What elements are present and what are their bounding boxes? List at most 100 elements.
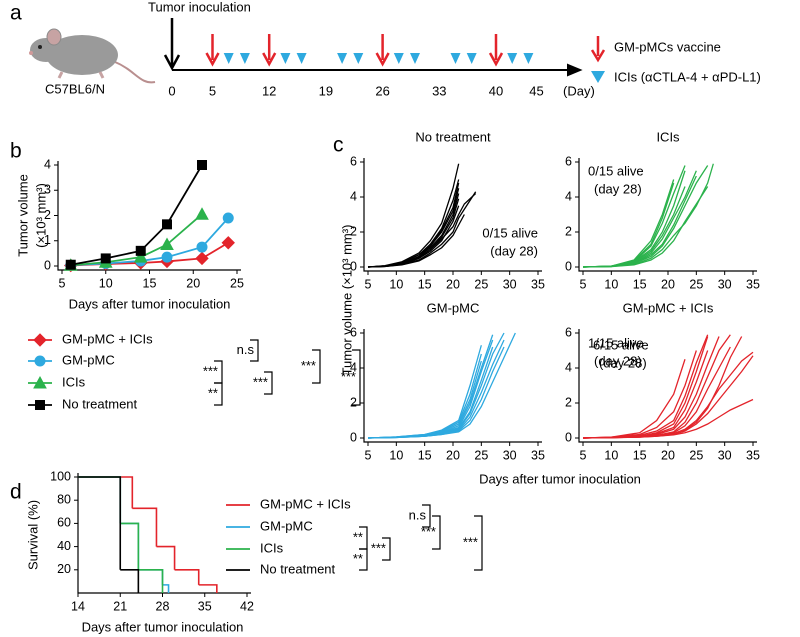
inoculation-arrow <box>163 18 181 71</box>
marker <box>222 212 234 224</box>
x-tick-label: 10 <box>389 277 403 291</box>
ici-triangle <box>450 53 461 64</box>
survival-step <box>78 476 122 524</box>
y-tick-label: 0 <box>350 430 357 444</box>
x-tick-label: 15 <box>143 276 157 290</box>
legend-label: ICIs <box>260 540 284 555</box>
significance-bracket <box>422 504 431 528</box>
y-tick-label: 2 <box>565 224 572 238</box>
y-tick-label: 60 <box>57 516 71 530</box>
legend-vaccine-arrow <box>590 36 606 63</box>
survival-step <box>162 584 170 593</box>
x-tick-label: 20 <box>446 448 460 462</box>
legend-label: GM-pMCs vaccine <box>614 39 721 54</box>
series-line <box>582 186 686 268</box>
x-tick-label: 35 <box>531 448 545 462</box>
series-line <box>582 398 754 439</box>
panel-label: d <box>10 481 22 504</box>
significance-label: *** <box>341 369 356 384</box>
vaccine-arrow <box>375 34 390 67</box>
survival-step <box>198 584 218 593</box>
timeline-axis <box>172 63 583 77</box>
timeline-tick-label: 5 <box>209 83 216 98</box>
legend-label: No treatment <box>62 396 138 411</box>
timeline-tick-label: 45 <box>529 83 543 98</box>
significance-label: *** <box>253 374 268 389</box>
y-axis-label: Tumor volume (×10³ mm³) <box>339 225 354 376</box>
axis-line <box>578 329 757 443</box>
y-tick-label: 0 <box>565 430 572 444</box>
significance-label: *** <box>301 358 316 373</box>
marker <box>65 259 76 270</box>
ici-triangle <box>239 53 250 64</box>
marker <box>100 253 111 264</box>
survival-step <box>120 522 140 570</box>
x-tick-label: 5 <box>59 276 66 290</box>
annotation: (day 28) <box>490 243 538 258</box>
y-tick-label: 2 <box>565 395 572 409</box>
ici-triangle <box>337 53 348 64</box>
significance-label: *** <box>463 534 478 549</box>
y-tick-label: 4 <box>350 360 357 374</box>
y-tick-label: 4 <box>565 189 572 203</box>
x-tick-label: 15 <box>418 448 432 462</box>
x-tick-label: 20 <box>661 277 675 291</box>
x-tick-label: 20 <box>446 277 460 291</box>
y-axis-label: Survival (%) <box>25 500 40 570</box>
series-line <box>582 186 709 268</box>
significance-label: n.s <box>237 342 255 357</box>
annotation: (day 28) <box>599 355 647 370</box>
x-tick-label: 15 <box>633 277 647 291</box>
survival-step <box>120 569 140 593</box>
x-tick-label: 14 <box>71 599 85 613</box>
x-tick-label: 10 <box>99 276 113 290</box>
y-tick-label: 0 <box>350 259 357 273</box>
axis-line <box>363 158 542 272</box>
significance-bracket <box>432 515 441 550</box>
mouse-icon <box>29 28 156 84</box>
marker <box>133 250 148 263</box>
x-tick-label: 30 <box>718 277 732 291</box>
ici-triangle <box>223 53 234 64</box>
y-tick-label: 2 <box>350 224 357 238</box>
series-line <box>70 217 229 267</box>
legend-label: GM-pMC + ICIs <box>260 496 351 511</box>
x-tick-label: 10 <box>389 448 403 462</box>
y-tick-label: 80 <box>57 492 71 506</box>
series-line <box>367 345 482 439</box>
series-line <box>367 339 505 439</box>
ici-triangle <box>507 53 518 64</box>
annotation: (day 28) <box>594 353 642 368</box>
ici-triangle <box>523 53 534 64</box>
x-tick-label: 30 <box>718 448 732 462</box>
series-line <box>582 182 675 268</box>
marker <box>35 400 45 410</box>
legend-label: GM-pMC + ICIs <box>62 331 153 346</box>
timeline-tick-label: 0 <box>168 83 175 98</box>
survival-step <box>156 545 176 570</box>
significance-bracket <box>312 349 321 384</box>
timeline-tick-label: 12 <box>262 83 276 98</box>
series-line <box>367 332 516 439</box>
chart-title: No treatment <box>415 129 491 144</box>
marker <box>221 236 235 250</box>
marker <box>33 375 47 389</box>
survival-step <box>78 476 122 570</box>
survival-step <box>78 476 122 524</box>
x-axis-label: Days after tumor inoculation <box>479 471 641 486</box>
x-tick-label: 35 <box>531 277 545 291</box>
axis-line <box>363 329 542 443</box>
chart-title: GM-pMC + ICIs <box>623 300 714 315</box>
x-tick-label: 35 <box>746 448 760 462</box>
survival-step <box>138 569 164 585</box>
ici-triangle <box>280 53 291 64</box>
annotation: 0/15 alive <box>482 225 538 240</box>
significance-label: ** <box>353 529 363 544</box>
vaccine-arrow <box>488 34 504 67</box>
y-tick-label: 20 <box>57 562 71 576</box>
y-tick-label: 2 <box>44 208 51 222</box>
marker <box>33 333 47 347</box>
series-line <box>367 214 465 268</box>
